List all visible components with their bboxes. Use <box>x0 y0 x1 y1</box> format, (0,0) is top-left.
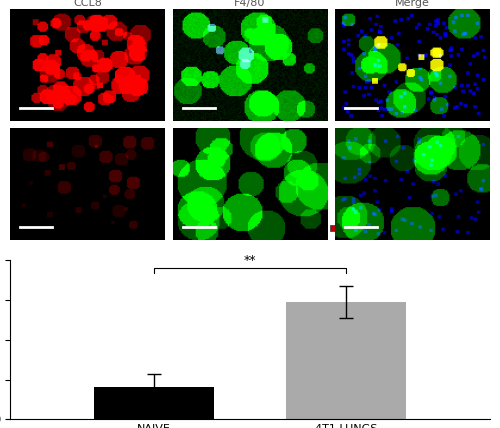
Text: **: ** <box>244 254 256 267</box>
Title: F4/80: F4/80 <box>234 0 266 8</box>
Title: Merge: Merge <box>395 0 430 8</box>
Bar <box>94 387 214 419</box>
Legend: Nuclei, CCL8+, F4/80+, CCL8+F4/80+: Nuclei, CCL8+, F4/80+, CCL8+F4/80+ <box>288 222 486 234</box>
Bar <box>286 302 406 419</box>
Text: A: A <box>15 11 26 25</box>
Title: CCL8: CCL8 <box>73 0 102 8</box>
